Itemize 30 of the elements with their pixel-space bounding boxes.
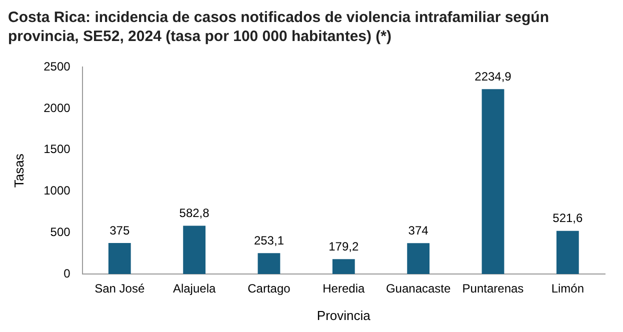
bar bbox=[258, 253, 280, 274]
data-label: 375 bbox=[110, 223, 130, 238]
y-tick-label: 1000 bbox=[44, 184, 71, 198]
x-tick-label: Alajuela bbox=[172, 282, 216, 296]
bar bbox=[108, 242, 131, 274]
x-axis-title: Provincia bbox=[316, 308, 372, 323]
data-label: 582,8 bbox=[179, 206, 210, 220]
y-tick-label: 0 bbox=[64, 266, 71, 280]
x-tick-label: Heredia bbox=[322, 282, 365, 296]
bar bbox=[183, 226, 206, 274]
y-tick-label: 500 bbox=[50, 224, 71, 239]
bar bbox=[482, 89, 504, 274]
bar bbox=[556, 230, 579, 274]
x-tick-label: Puntarenas bbox=[462, 282, 524, 296]
x-tick-label: Cartago bbox=[248, 282, 291, 296]
y-tick-label: 2000 bbox=[44, 100, 71, 115]
x-tick-label: Limón bbox=[551, 282, 584, 296]
bar bbox=[407, 243, 430, 274]
x-tick-label: San José bbox=[94, 282, 145, 296]
y-tick-label: 1500 bbox=[44, 142, 71, 156]
bar bbox=[332, 259, 355, 274]
y-tick-label: 2500 bbox=[44, 60, 71, 74]
data-label: 2234,9 bbox=[474, 69, 512, 84]
data-label: 374 bbox=[408, 223, 429, 238]
x-tick-label: Guanacaste bbox=[386, 282, 451, 296]
data-label: 253,1 bbox=[254, 233, 284, 248]
data-label: 521,6 bbox=[552, 211, 584, 226]
y-axis-title: Tasas bbox=[11, 153, 26, 188]
chart-title: Costa Rica: incidencia de casos notificados de violencia intrafamiliar según provincia, SE52, 2024 (tasa por 100 000 habitantes) (*) bbox=[8, 8, 550, 46]
data-label: 179,2 bbox=[328, 239, 359, 254]
